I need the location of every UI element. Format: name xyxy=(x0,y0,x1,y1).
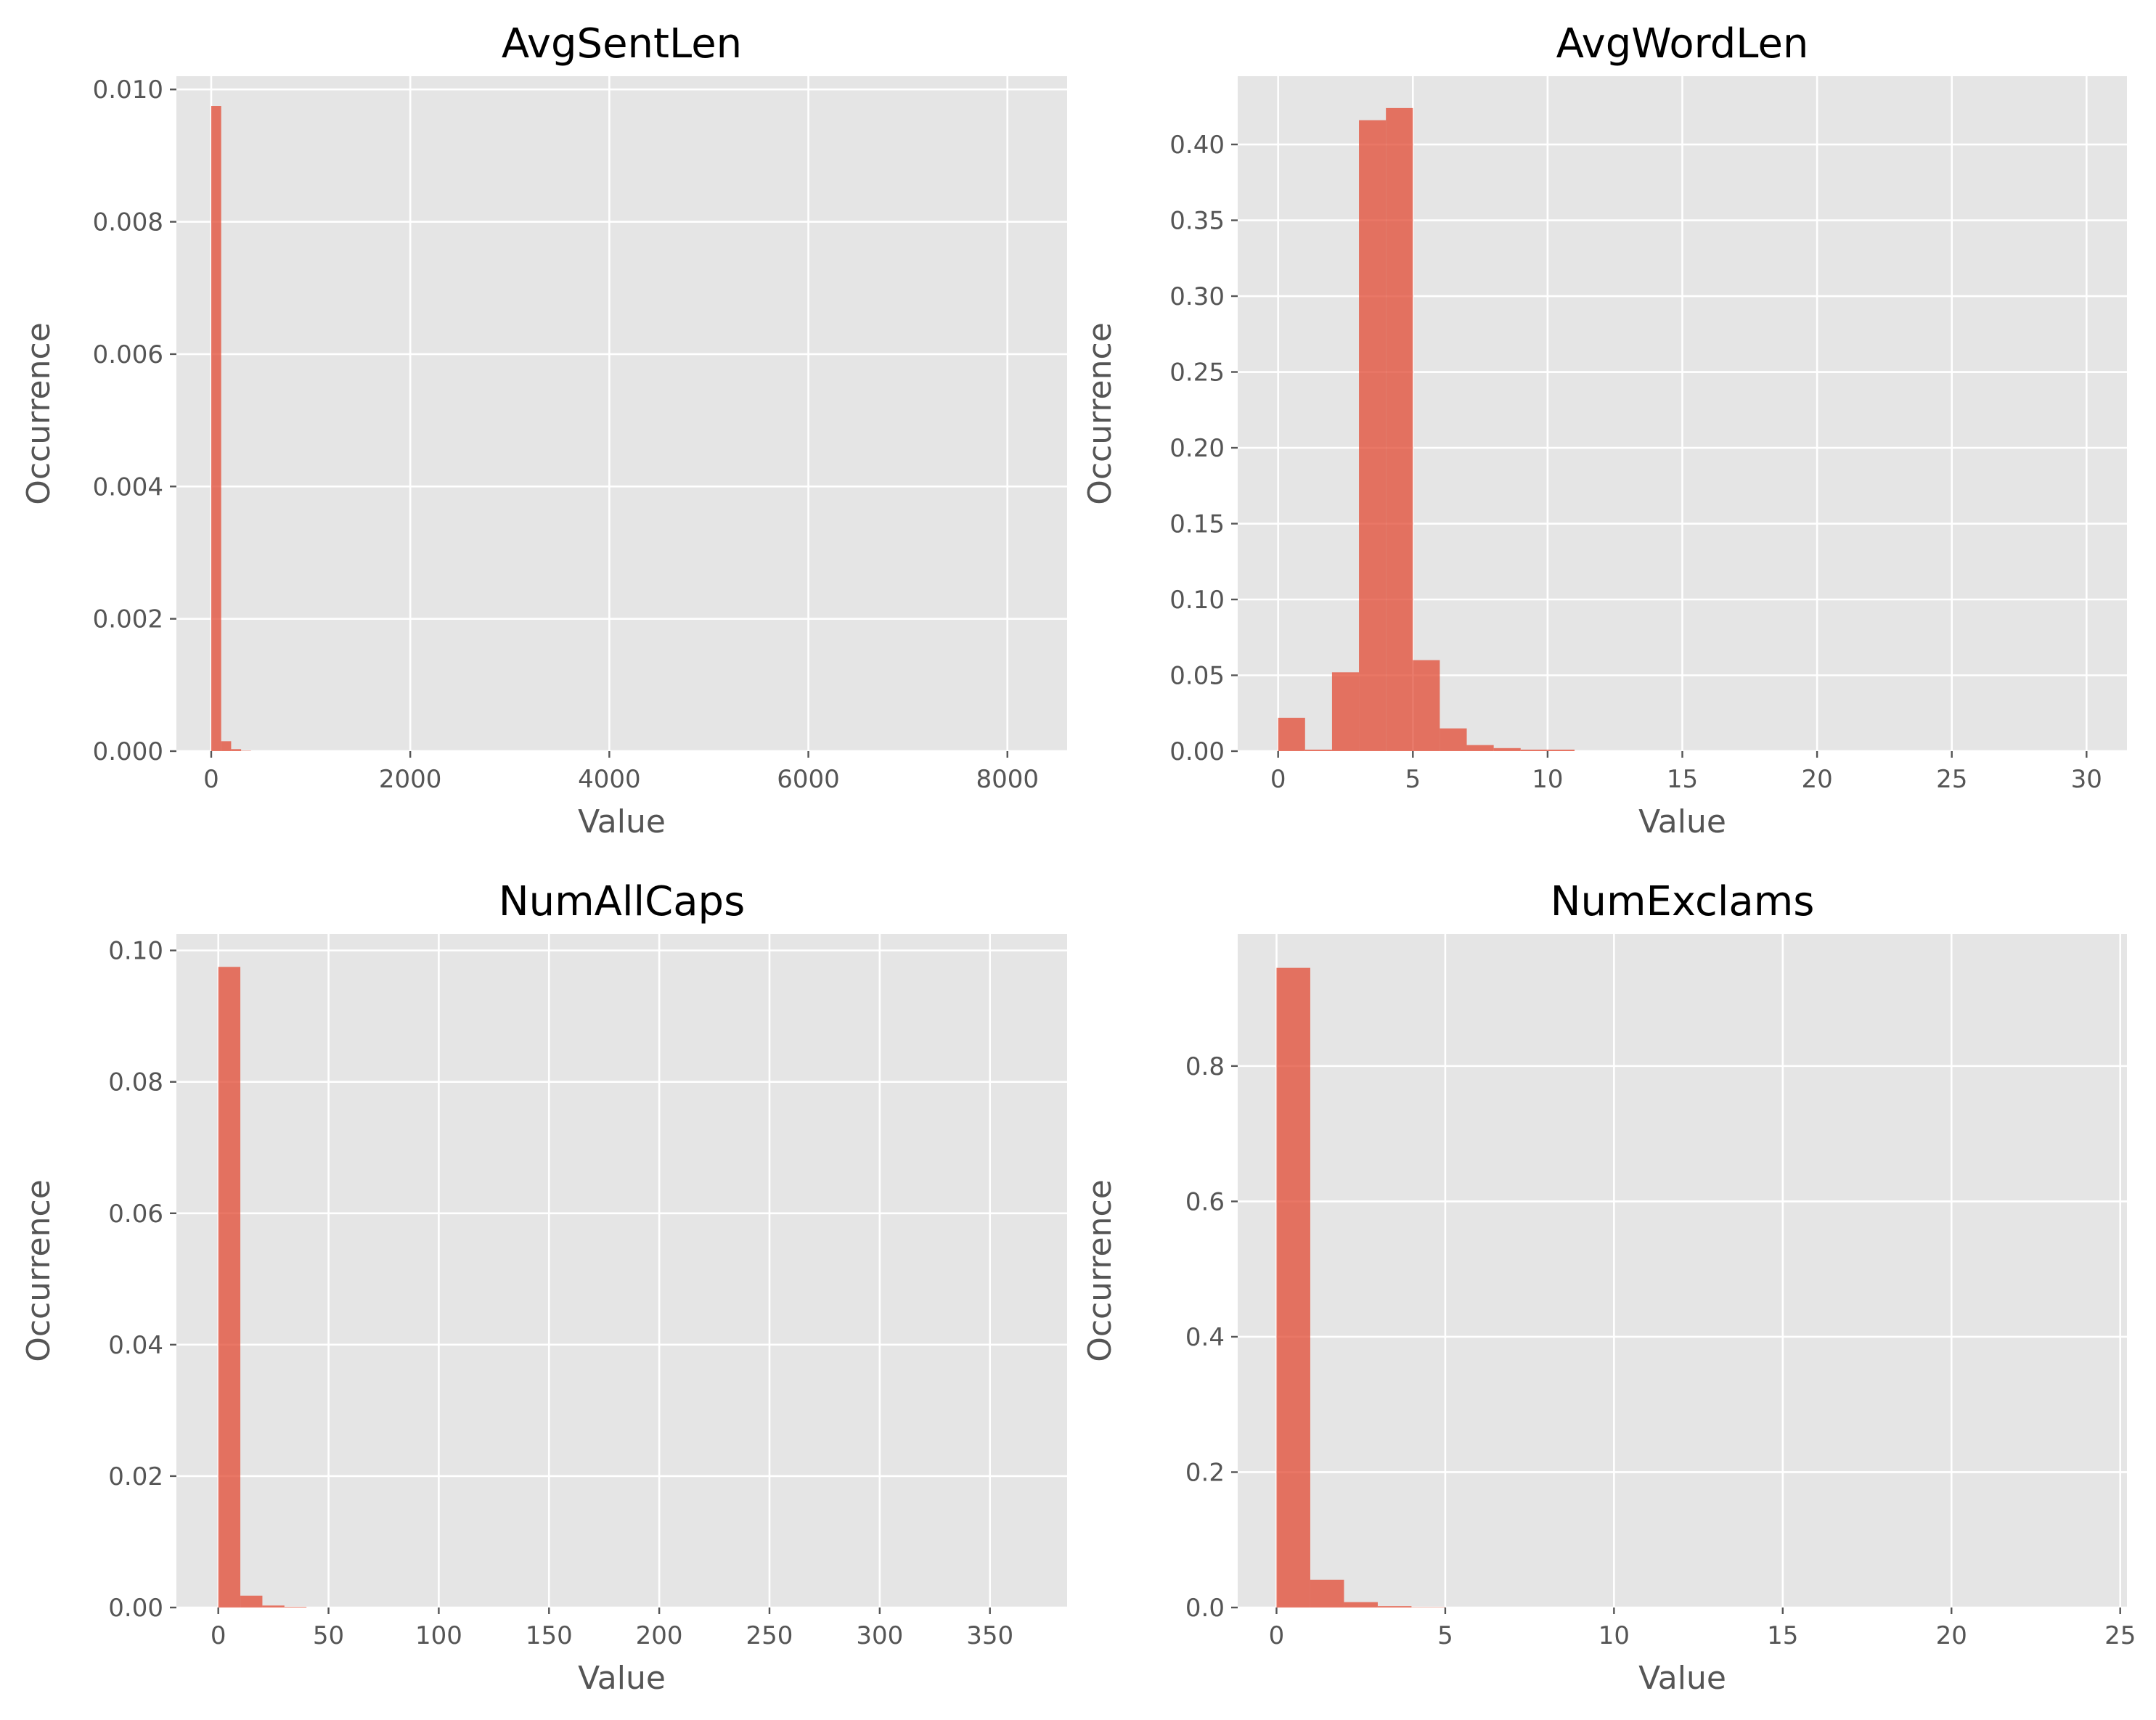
y-tick-label: 0.0 xyxy=(1185,1594,1225,1623)
x-tick-label: 20 xyxy=(1801,765,1832,794)
y-tick-label: 0.02 xyxy=(108,1462,163,1491)
y-axis-label: Occurrence xyxy=(20,1179,57,1362)
panel-title: AvgWordLen xyxy=(1556,20,1809,67)
histogram-bar xyxy=(211,106,221,751)
x-tick-label: 150 xyxy=(526,1621,573,1650)
histogram-bar xyxy=(231,749,242,751)
y-tick-label: 0.40 xyxy=(1169,131,1225,160)
panel-numexclams: 0 5 10 15 20 25 0.0 0.2 0.4 0.6 0.8 NumExclams Value… xyxy=(1082,878,2136,1697)
x-tick-label: 2000 xyxy=(379,765,442,794)
x-tick-label: 10 xyxy=(1598,1621,1630,1650)
y-tick-label: 0.35 xyxy=(1169,207,1225,236)
x-tick-label: 100 xyxy=(415,1621,462,1650)
x-tick-label: 0 xyxy=(211,1621,226,1650)
x-tick-label: 250 xyxy=(746,1621,793,1650)
panel-title: AvgSentLen xyxy=(502,20,742,67)
y-tick-label: 0.00 xyxy=(108,1594,163,1623)
y-tick-label: 0.00 xyxy=(1169,737,1225,766)
histogram-bar xyxy=(1386,107,1413,751)
y-tick-label: 0.6 xyxy=(1185,1187,1225,1216)
histogram-bar xyxy=(218,967,241,1608)
histogram-bar xyxy=(262,1605,285,1608)
y-tick-label: 0.04 xyxy=(108,1331,163,1360)
histogram-bar xyxy=(1278,718,1305,751)
x-axis-label: Value xyxy=(578,1660,666,1697)
x-tick-label: 20 xyxy=(1936,1621,1967,1650)
y-tick-label: 0.30 xyxy=(1169,282,1225,311)
histogram-bar xyxy=(221,741,232,751)
y-tick-label: 0.004 xyxy=(93,472,163,501)
histogram-bar xyxy=(1304,749,1332,751)
x-tick-label: 4000 xyxy=(578,765,641,794)
histogram-bar xyxy=(1493,748,1521,751)
histogram-bar xyxy=(1276,967,1310,1608)
histogram-bar xyxy=(284,1607,307,1608)
histogram-bar xyxy=(1466,745,1494,751)
x-tick-label: 0 xyxy=(1269,1621,1285,1650)
histogram-bar xyxy=(1547,749,1575,751)
histogram-bar xyxy=(1440,728,1467,751)
panel-title: NumExclams xyxy=(1551,878,1815,925)
y-tick-label: 0.000 xyxy=(93,737,163,766)
x-tick-label: 0 xyxy=(203,765,219,794)
x-tick-label: 15 xyxy=(1767,1621,1798,1650)
y-tick-label: 0.4 xyxy=(1185,1323,1225,1352)
plot-area xyxy=(176,934,1067,1608)
panel-avgwordlen: 0 5 10 15 20 25 30 0.00 0.05 0.10 0.15 0.20 0.25 0.30… xyxy=(1082,20,2127,840)
x-tick-label: 300 xyxy=(856,1621,903,1650)
x-tick-label: 200 xyxy=(636,1621,683,1650)
y-tick-label: 0.06 xyxy=(108,1200,163,1229)
y-tick-label: 0.10 xyxy=(108,937,163,966)
y-tick-label: 0.002 xyxy=(93,605,163,634)
x-tick-label: 15 xyxy=(1667,765,1698,794)
panel-title: NumAllCaps xyxy=(499,878,746,925)
histogram-bar xyxy=(1359,120,1387,751)
x-tick-label: 50 xyxy=(313,1621,344,1650)
histogram-bar xyxy=(1413,660,1440,751)
y-axis-label: Occurrence xyxy=(20,322,57,505)
y-tick-label: 0.15 xyxy=(1169,510,1225,539)
y-tick-label: 0.008 xyxy=(93,208,163,237)
y-tick-label: 0.25 xyxy=(1169,359,1225,388)
x-axis-label: Value xyxy=(1638,1660,1726,1697)
histogram-bar xyxy=(1520,749,1548,751)
x-tick-label: 25 xyxy=(2104,1621,2136,1650)
x-tick-label: 5 xyxy=(1405,765,1421,794)
x-axis-label: Value xyxy=(1638,803,1726,840)
x-tick-label: 10 xyxy=(1532,765,1563,794)
y-tick-label: 0.010 xyxy=(93,75,163,105)
x-tick-label: 350 xyxy=(966,1621,1013,1650)
plot-area xyxy=(176,76,1067,751)
y-axis-label: Occurrence xyxy=(1082,1179,1119,1362)
y-tick-label: 0.05 xyxy=(1169,662,1225,691)
y-tick-label: 0.8 xyxy=(1185,1052,1225,1081)
y-tick-label: 0.08 xyxy=(108,1068,163,1097)
x-tick-label: 6000 xyxy=(777,765,840,794)
y-axis-label: Occurrence xyxy=(1082,322,1119,505)
x-tick-label: 8000 xyxy=(976,765,1039,794)
x-tick-label: 30 xyxy=(2071,765,2102,794)
plot-area xyxy=(1238,934,2127,1608)
y-tick-label: 0.2 xyxy=(1185,1458,1225,1487)
histogram-bar xyxy=(1331,672,1360,751)
x-tick-label: 25 xyxy=(1936,765,1967,794)
histogram-bar xyxy=(1310,1579,1344,1608)
y-tick-label: 0.20 xyxy=(1169,434,1225,463)
x-axis-label: Value xyxy=(578,803,666,840)
histogram-bar xyxy=(240,1595,263,1608)
x-tick-label: 0 xyxy=(1270,765,1286,794)
y-tick-label: 0.10 xyxy=(1169,586,1225,615)
panel-numallcaps: 0 50 100 150 200 250 300 350 0.00 0.02 0.04 0.06 0.0… xyxy=(20,878,1067,1697)
histogram-bar xyxy=(1377,1606,1412,1608)
panel-avgsentlen: 0 2000 4000 6000 8000 0.000 0.002 0.004 0.006 0.0… xyxy=(20,20,1067,840)
x-tick-label: 5 xyxy=(1437,1621,1453,1650)
y-tick-label: 0.006 xyxy=(93,340,163,369)
histogram-bar xyxy=(1344,1602,1378,1608)
